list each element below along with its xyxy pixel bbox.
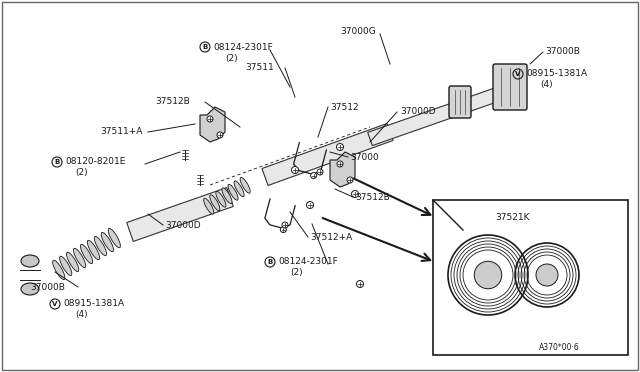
Text: B: B [268,259,273,265]
Circle shape [337,144,344,151]
Ellipse shape [210,195,220,211]
Polygon shape [127,187,234,241]
Text: V: V [515,71,521,77]
Text: 37000B: 37000B [545,48,580,57]
Text: 37512: 37512 [330,103,358,112]
Ellipse shape [101,232,113,252]
Text: 08124-2301F: 08124-2301F [213,42,273,51]
Text: 37512B: 37512B [155,97,189,106]
Text: (4): (4) [75,310,88,318]
Ellipse shape [81,244,93,264]
Circle shape [536,264,558,286]
Ellipse shape [67,252,79,272]
FancyBboxPatch shape [433,200,628,355]
Circle shape [337,161,343,167]
Ellipse shape [74,248,86,267]
Circle shape [317,169,323,175]
Text: 37000D: 37000D [165,221,200,230]
Circle shape [280,227,286,232]
Text: B: B [202,44,207,50]
Ellipse shape [222,188,232,203]
Circle shape [310,173,317,179]
Polygon shape [330,152,355,187]
Polygon shape [200,107,225,142]
Text: 08120-8201E: 08120-8201E [65,157,125,167]
Circle shape [307,202,314,208]
Circle shape [207,116,213,122]
Circle shape [474,261,502,289]
Ellipse shape [240,177,250,193]
Text: 37000D: 37000D [400,108,436,116]
Ellipse shape [52,260,65,280]
Circle shape [217,132,223,138]
Text: 37511+A: 37511+A [100,128,142,137]
Text: 08124-2301F: 08124-2301F [278,257,338,266]
Circle shape [282,222,288,228]
Ellipse shape [234,181,244,197]
Ellipse shape [204,198,214,214]
FancyBboxPatch shape [449,86,471,118]
Text: 37511: 37511 [245,62,274,71]
Text: (4): (4) [540,80,552,89]
Text: V: V [52,301,58,307]
Text: (2): (2) [225,54,237,62]
Polygon shape [262,124,393,186]
Text: A370*00·6: A370*00·6 [540,343,580,352]
Text: 37000B: 37000B [30,282,65,292]
Text: 37521K: 37521K [495,212,529,221]
Text: 37512+A: 37512+A [310,232,352,241]
Circle shape [585,227,595,237]
Text: 08915-1381A: 08915-1381A [526,70,587,78]
Text: (2): (2) [290,267,303,276]
Text: 08915-1381A: 08915-1381A [63,299,124,308]
Ellipse shape [87,240,100,260]
Text: (2): (2) [75,167,88,176]
Ellipse shape [108,228,120,248]
Ellipse shape [21,255,39,267]
Ellipse shape [228,185,238,200]
Text: 37512B: 37512B [355,192,390,202]
Circle shape [356,280,364,288]
Text: 37000: 37000 [350,153,379,161]
FancyBboxPatch shape [493,64,527,110]
Circle shape [291,167,298,173]
Ellipse shape [60,256,72,276]
Circle shape [347,177,353,183]
Ellipse shape [216,191,226,207]
Circle shape [351,190,358,198]
Text: B: B [54,159,60,165]
Text: 37000G: 37000G [340,28,376,36]
Ellipse shape [21,283,39,295]
Ellipse shape [94,236,106,256]
Polygon shape [368,83,512,145]
